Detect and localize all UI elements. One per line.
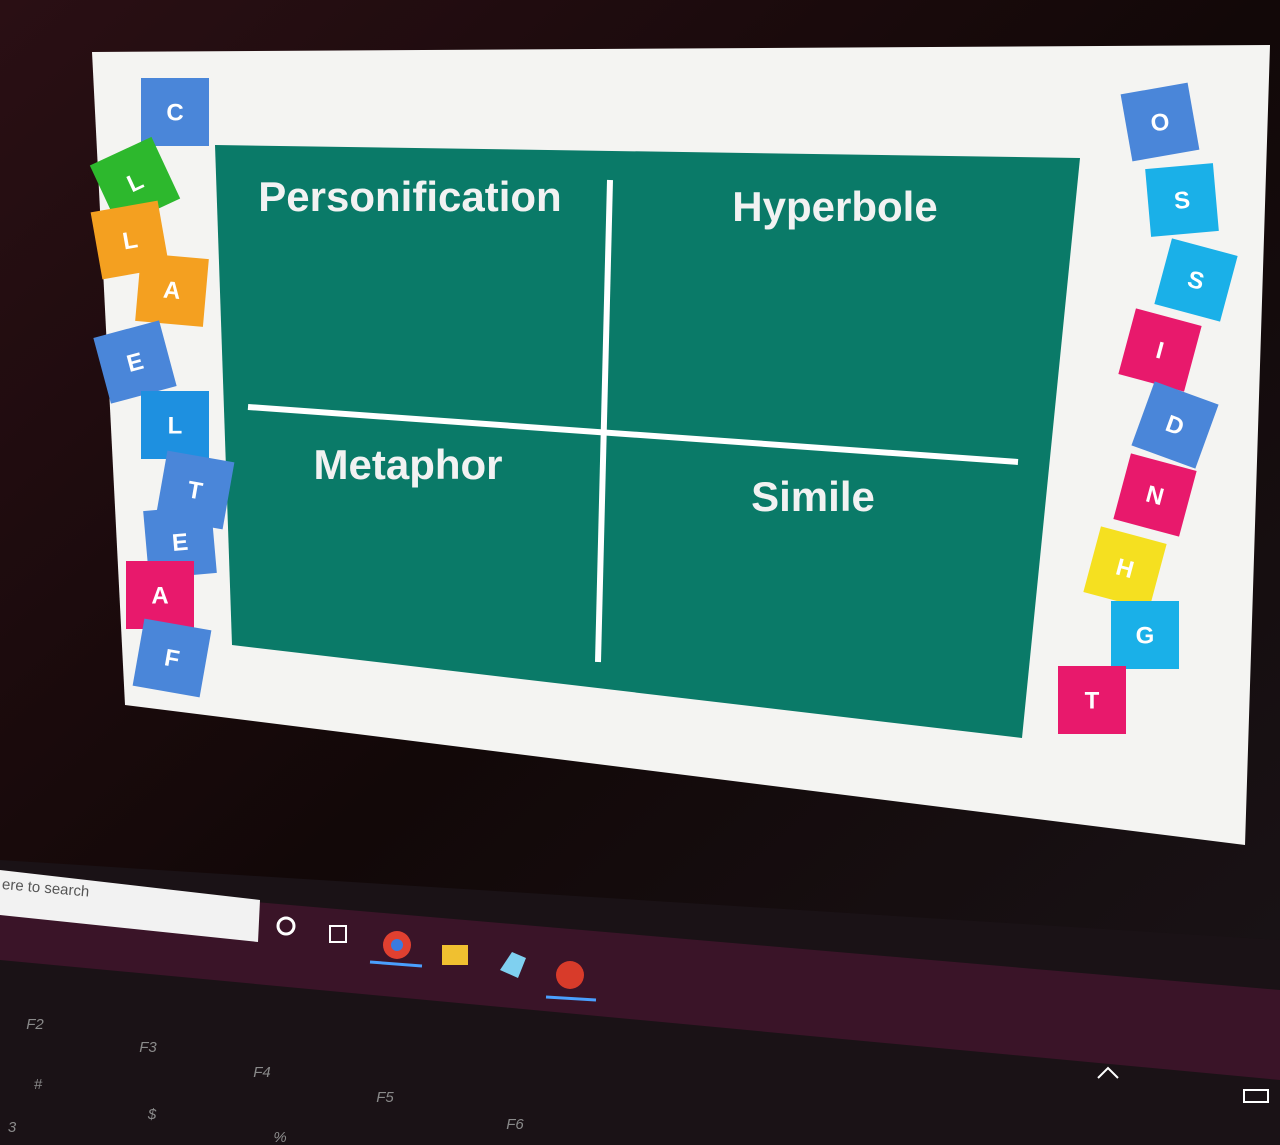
tile-letter: T: [1085, 687, 1100, 714]
tile-letter: E: [124, 348, 146, 378]
tile-letter: T: [185, 476, 204, 505]
tile-letter: A: [162, 277, 182, 305]
key-label: #: [34, 1076, 43, 1093]
tile-square: [93, 320, 177, 404]
tile-square: [141, 391, 209, 459]
app-icon[interactable]: [500, 952, 526, 978]
tile-letter: S: [1173, 187, 1191, 215]
divider-horizontal: [247, 404, 1019, 465]
letter-tile: I: [1118, 308, 1202, 392]
active-indicator: [369, 960, 423, 968]
tile-letter: F: [162, 644, 181, 673]
letter-tile: T: [1058, 666, 1126, 734]
key-label: F5: [376, 1089, 394, 1106]
key-label: F4: [253, 1064, 271, 1081]
tile-square: [135, 253, 209, 327]
key-label: F2: [26, 1016, 44, 1033]
tile-square: [1120, 82, 1200, 162]
letter-tile: N: [1113, 453, 1197, 537]
key-label: F3: [139, 1039, 157, 1056]
explorer-icon[interactable]: [442, 945, 468, 965]
tile-square: [1131, 381, 1219, 469]
tile-letter: H: [1113, 554, 1137, 585]
tray-chevron[interactable]: [1097, 1066, 1119, 1079]
key-label: 3: [8, 1119, 17, 1136]
tile-square: [1154, 238, 1238, 322]
letter-tile: E: [93, 320, 177, 404]
key-label: F6: [506, 1116, 524, 1133]
letter-tile: F: [132, 618, 212, 698]
tile-letter: C: [166, 99, 183, 126]
letter-tile: A: [135, 253, 209, 327]
tile-square: [141, 78, 209, 146]
letter-tile: S: [1145, 163, 1219, 237]
tile-letter: N: [1143, 481, 1167, 512]
quadrant-label: Simile: [751, 473, 875, 520]
battery-icon[interactable]: [1243, 1089, 1269, 1103]
powerpoint-icon[interactable]: [556, 961, 584, 989]
key-label: %: [273, 1129, 286, 1145]
quadrant-board: [215, 145, 1080, 738]
tile-square: [1118, 308, 1202, 392]
keyboard: F2 F3 F4 F5 F6 # $3%: [8, 1016, 525, 1145]
tile-square: [126, 561, 194, 629]
key-label: $: [147, 1106, 157, 1123]
letter-tile: S: [1154, 238, 1238, 322]
tile-letter: G: [1136, 622, 1155, 649]
letter-tile: L: [141, 391, 209, 459]
letter-tile: G: [1111, 601, 1179, 669]
search-box[interactable]: [0, 870, 260, 942]
quadrant-label: Personification: [258, 173, 561, 220]
taskbar: [0, 880, 1280, 1080]
letter-tile: O: [1120, 82, 1200, 162]
quadrant-label: Metaphor: [314, 441, 503, 488]
chrome-icon-center: [391, 939, 403, 951]
tile-letter: L: [121, 226, 140, 255]
letter-tile: H: [1083, 526, 1167, 610]
tile-square: [132, 618, 212, 698]
divider-vertical: [595, 179, 613, 663]
letter-tile: C: [141, 78, 209, 146]
tile-square: [1113, 453, 1197, 537]
tile-letter: O: [1149, 108, 1172, 138]
quadrant-label: Hyperbole: [732, 183, 937, 230]
task-view-button[interactable]: [329, 925, 347, 943]
tile-letter: L: [168, 412, 183, 439]
tile-square: [143, 505, 217, 579]
letter-tile: E: [143, 505, 217, 579]
tile-square: [1145, 163, 1219, 237]
tile-letter: A: [151, 582, 168, 609]
tile-letter: S: [1185, 266, 1207, 296]
tile-square: [1058, 666, 1126, 734]
tile-letter: E: [171, 529, 189, 557]
cortana-button[interactable]: [276, 916, 296, 936]
letter-tile: A: [126, 561, 194, 629]
letter-tile: D: [1131, 381, 1219, 469]
tile-square: [1083, 526, 1167, 610]
active-indicator: [545, 995, 597, 1002]
tile-square: [1111, 601, 1179, 669]
